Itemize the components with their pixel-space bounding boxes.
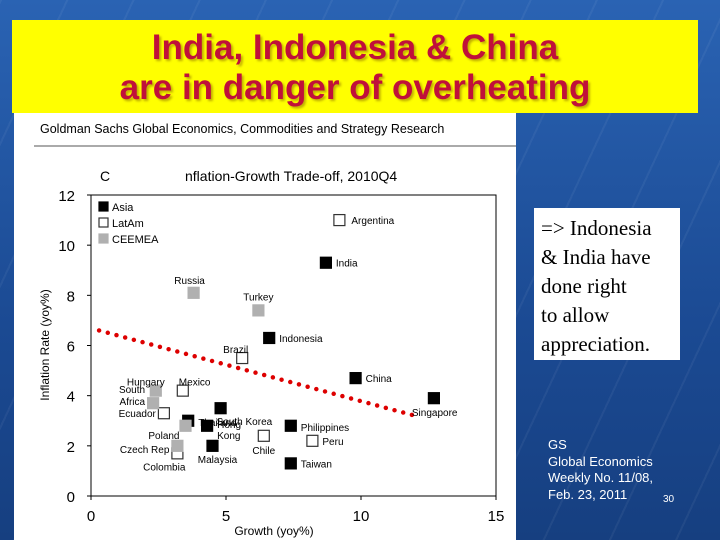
- point-marker-turkey: [252, 304, 265, 317]
- point-label: Philippines: [301, 423, 349, 434]
- x-tick-label: 15: [488, 508, 505, 525]
- point-label: Taiwan: [301, 459, 332, 470]
- point-marker-ecuador: [157, 407, 170, 420]
- point-label: Chile: [252, 446, 275, 457]
- page-number: 30: [663, 494, 675, 505]
- legend-swatch: [98, 233, 109, 244]
- point-label: Malaysia: [198, 455, 238, 466]
- point-label: Kong: [217, 431, 240, 442]
- slide-title-line-2: are in danger of overheating: [119, 68, 591, 107]
- point-label: Russia: [174, 276, 205, 287]
- legend-label: LatAm: [112, 218, 144, 230]
- y-tick-label: 4: [67, 389, 75, 406]
- point-marker-singapore: [427, 392, 440, 405]
- point-marker-india: [319, 256, 332, 269]
- y-axis-label: Inflation Rate (yoy%): [38, 289, 52, 400]
- annotation-line: done right: [541, 274, 627, 298]
- chart-header: Goldman Sachs Global Economics, Commodit…: [40, 122, 444, 136]
- annotation-line: => Indonesia: [541, 216, 652, 240]
- point-marker-south-korea: [214, 402, 227, 415]
- y-tick-label: 8: [67, 288, 75, 305]
- point-label: Mexico: [179, 378, 211, 389]
- point-label: China: [366, 374, 393, 385]
- point-marker-peru: [306, 434, 319, 447]
- y-tick-label: 12: [58, 188, 75, 205]
- point-marker-south-africa: [147, 397, 160, 410]
- trend-line: [96, 328, 418, 418]
- point-label: Thailand: [198, 418, 236, 429]
- annotation-line: & India have: [541, 245, 651, 269]
- point-label: Ecuador: [119, 409, 157, 420]
- chart-title: nflation-Growth Trade-off, 2010Q4: [185, 168, 397, 184]
- point-label: Singapore: [412, 408, 458, 419]
- point-label: Poland: [148, 431, 179, 442]
- y-tick-label: 0: [67, 489, 75, 506]
- point-label: Colombia: [143, 462, 186, 473]
- point-marker-argentina: [333, 213, 346, 227]
- point-marker-chile: [257, 429, 270, 442]
- source-line: GS: [548, 437, 567, 452]
- annotation-box: => Indonesia & India have done right to …: [534, 208, 680, 360]
- y-tick-label: 2: [67, 439, 75, 456]
- chart-panel: Goldman Sachs Global Economics, Commodit…: [14, 113, 516, 540]
- x-tick-label: 10: [353, 508, 370, 525]
- source-line: Feb. 23, 2011: [548, 486, 628, 502]
- chart-title-prefix: C: [100, 168, 110, 184]
- source-citation: GS Global Economics Weekly No. 11/08, Fe…: [548, 437, 653, 503]
- point-label: South Korea: [217, 417, 273, 428]
- source-line: Global Economics: [548, 453, 653, 469]
- point-marker-hong-kong: [201, 419, 214, 432]
- annotation-line: to allow: [541, 303, 610, 327]
- point-marker-china: [349, 372, 362, 385]
- slide-title-band: India, Indonesia & China are in danger o…: [12, 20, 698, 113]
- point-label: Hong: [217, 420, 241, 431]
- point-label: India: [336, 259, 358, 270]
- point-label: Czech Rep: [120, 445, 170, 456]
- x-tick-label: 5: [222, 508, 230, 525]
- source-line: Weekly No. 11/08,: [548, 470, 654, 485]
- slide-title-line-1: India, Indonesia & China: [151, 28, 559, 67]
- scatter-chart: Goldman Sachs Global Economics, Commodit…: [34, 122, 516, 538]
- point-label: Hungary: [127, 378, 165, 389]
- point-marker-czech-rep: [171, 439, 184, 452]
- point-marker-philippines: [284, 419, 297, 432]
- point-marker-poland: [179, 419, 192, 432]
- point-marker-malaysia: [206, 439, 219, 452]
- point-label: Indonesia: [279, 334, 323, 345]
- x-tick-label: 0: [87, 508, 95, 525]
- point-marker-russia: [187, 286, 200, 299]
- point-marker-mexico: [176, 384, 189, 397]
- annotation-line: appreciation.: [541, 332, 651, 356]
- legend-label: Asia: [112, 202, 134, 214]
- point-label: Argentina: [351, 216, 394, 227]
- point-label: Brazil: [223, 345, 248, 356]
- y-tick-label: 10: [58, 238, 75, 255]
- x-axis-label: Growth (yoy%): [234, 524, 313, 538]
- point-label: Peru: [322, 437, 343, 448]
- point-marker-brazil: [236, 351, 249, 365]
- legend-label: CEEMEA: [112, 234, 159, 246]
- point-label: Turkey: [243, 292, 273, 303]
- legend-swatch: [98, 201, 109, 212]
- y-tick-label: 6: [67, 339, 75, 356]
- point-marker-indonesia: [263, 331, 276, 345]
- point-label: South: [119, 385, 145, 396]
- legend-swatch: [98, 217, 109, 228]
- point-marker-hungary: [149, 384, 162, 397]
- point-marker-taiwan: [284, 457, 297, 470]
- point-label: Africa: [120, 397, 146, 408]
